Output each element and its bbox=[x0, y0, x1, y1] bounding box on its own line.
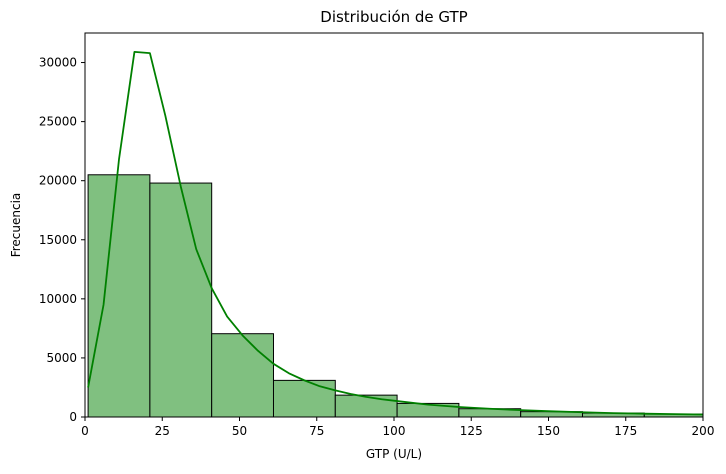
x-tick-label: 0 bbox=[81, 424, 89, 438]
x-tick-label: 25 bbox=[155, 424, 170, 438]
x-tick-label: 200 bbox=[692, 424, 715, 438]
kde-curve bbox=[87, 51, 704, 416]
x-tick-label: 75 bbox=[309, 424, 324, 438]
x-axis: 0 25 50 75 100 125 150 175 200 bbox=[81, 417, 714, 438]
y-tick-label: 25000 bbox=[39, 115, 77, 129]
chart-title: Distribución de GTP bbox=[320, 8, 467, 26]
histogram-bar-5 bbox=[334, 394, 398, 418]
y-tick-label: 5000 bbox=[46, 351, 77, 365]
x-tick-label: 50 bbox=[232, 424, 247, 438]
y-tick-label: 20000 bbox=[39, 174, 77, 188]
histogram-bar-3 bbox=[211, 333, 274, 418]
y-tick-label: 10000 bbox=[39, 292, 77, 306]
kde-layer bbox=[87, 51, 704, 416]
y-tick-label: 30000 bbox=[39, 56, 77, 70]
x-tick-label: 125 bbox=[460, 424, 483, 438]
histogram-bar-2 bbox=[149, 182, 213, 418]
histogram-bar-4 bbox=[272, 379, 336, 418]
x-tick-label: 175 bbox=[614, 424, 637, 438]
y-tick-label: 15000 bbox=[39, 233, 77, 247]
histogram-bar-1 bbox=[87, 174, 151, 418]
x-tick-label: 100 bbox=[383, 424, 406, 438]
x-tick-label: 150 bbox=[537, 424, 560, 438]
y-axis-label: Frecuencia bbox=[9, 193, 23, 258]
y-axis: 0 5000 10000 15000 20000 25000 30000 bbox=[39, 56, 85, 424]
bars-layer bbox=[87, 174, 704, 418]
y-tick-label: 0 bbox=[69, 410, 77, 424]
x-axis-label: GTP (U/L) bbox=[366, 447, 422, 461]
